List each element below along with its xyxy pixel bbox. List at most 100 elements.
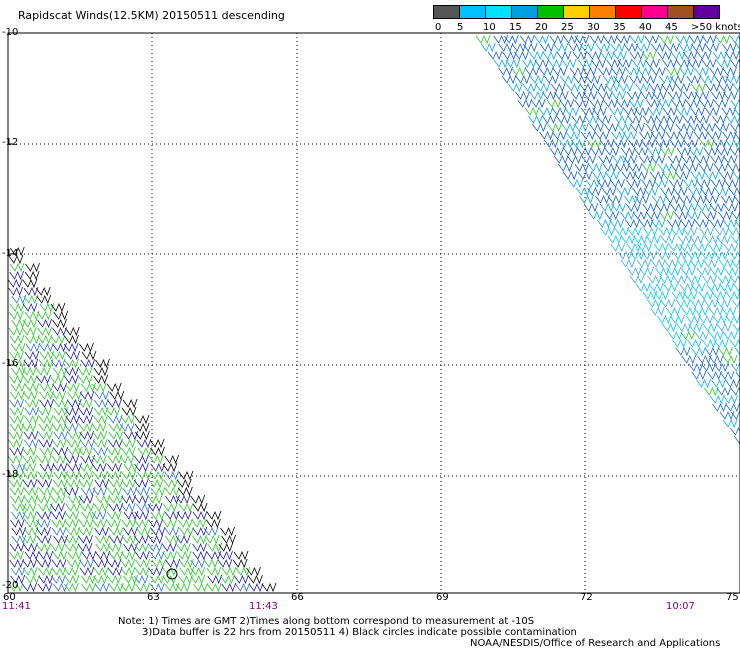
wind-barb [52,326,67,337]
wind-barb [635,42,651,53]
wind-barb [556,114,571,125]
wind-barb [107,414,123,425]
wind-barb [64,366,79,377]
wind-barb [605,82,620,93]
contamination-circle [166,568,178,580]
wind-barb [53,398,69,409]
wind-barb [192,502,208,513]
wind-barb [119,422,135,433]
wind-barb [64,326,80,337]
legend-label: 30 [587,22,600,33]
wind-barb [78,446,93,457]
wind-barb [53,478,68,489]
wind-barb [574,122,589,133]
wind-barb [628,74,644,85]
wind-barb [22,566,38,577]
wind-barb [7,454,23,465]
wind-barb [622,130,638,141]
wind-barb [9,398,25,409]
wind-barb [734,347,740,356]
wind-barb [696,50,712,61]
wind-barb [691,42,706,53]
wind-barb [93,566,109,577]
wind-barb [134,534,149,545]
wind-barb [53,310,69,321]
wind-barb [660,234,676,245]
wind-barb [65,470,80,481]
wind-barb [553,42,569,53]
wind-barb [24,518,40,529]
wind-barb [607,234,623,245]
wind-barb [220,526,235,537]
wind-barb [711,378,726,389]
wind-barb [637,66,652,77]
wind-barb [65,414,80,425]
wind-barb [515,74,531,85]
legend-label: 0 [435,22,442,33]
wind-barb [11,534,27,545]
wind-barb [493,34,509,45]
wind-barb [9,246,25,257]
wind-barb [148,478,164,489]
wind-barb [120,414,136,425]
wind-barb [723,202,739,213]
wind-barb [574,34,590,45]
wind-barb [9,446,24,457]
wind-barb [617,58,633,69]
wind-barb [39,302,55,313]
wind-barb [643,186,659,197]
wind-barb [22,326,37,337]
wind-barb [713,250,729,261]
wind-barb [10,382,26,393]
wind-barb [51,518,67,529]
wind-barb [611,90,626,101]
wind-barb [81,574,96,585]
wind-barb [522,58,537,69]
wind-barb [503,34,519,45]
wind-barb [39,390,54,401]
wind-barb [730,58,740,68]
wind-barb [622,154,638,165]
wind-barb [682,290,698,301]
wind-barb [655,138,671,149]
wind-barb [21,422,37,433]
wind-barb [232,558,248,569]
wind-barb [719,370,735,381]
wind-barb [190,566,206,577]
wind-barb [646,122,661,133]
wind-barb [592,106,607,117]
wind-barb [121,518,137,529]
wind-barb [702,34,717,45]
wind-barb [714,186,730,197]
wind-barb [681,306,697,317]
wind-barb [221,534,236,545]
wind-barb [135,550,150,561]
wind-barb [725,378,740,389]
wind-barb [653,178,669,189]
wind-barb [615,34,631,45]
wind-barb [698,314,714,325]
wind-barb [123,574,138,585]
wind-barb [508,82,523,93]
wind-barb [730,426,740,436]
wind-barb [524,66,540,77]
wind-barb [106,510,122,521]
wind-barb [645,58,660,69]
wind-barb [722,218,738,229]
wind-barb [36,526,51,537]
wind-barb [587,50,602,61]
wind-barb [614,226,630,237]
wind-barb [715,34,731,45]
wind-barb [699,226,714,237]
wind-barb [650,258,666,269]
wind-barb [733,195,740,204]
wind-barb [688,122,704,133]
wind-barb [690,106,706,117]
wind-barb [597,218,612,229]
wind-barb [730,34,740,44]
wind-barb [78,518,94,529]
wind-barb [638,154,654,165]
wind-barb [9,558,25,569]
wind-barb [659,210,674,221]
